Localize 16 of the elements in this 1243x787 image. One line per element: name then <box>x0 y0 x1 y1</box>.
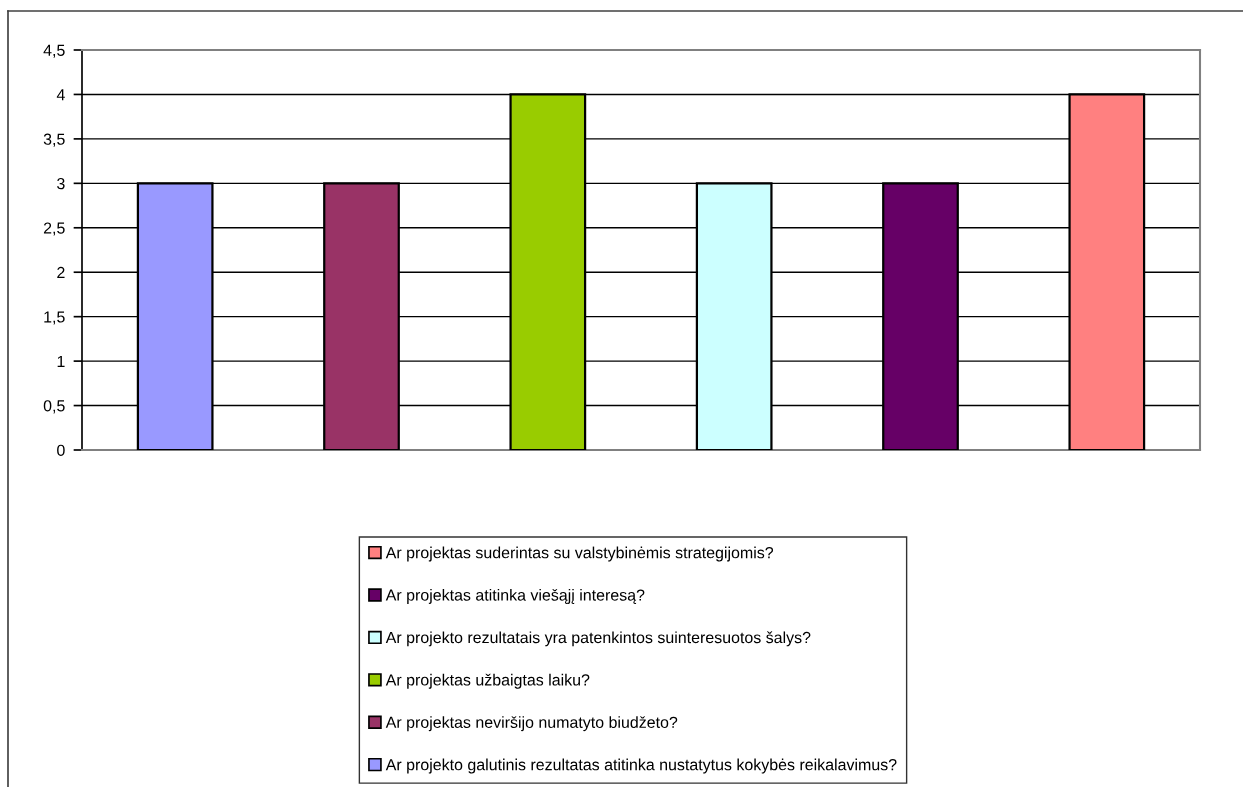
y-tick-label: 0 <box>57 444 65 456</box>
y-tick-label: 3,5 <box>43 133 65 147</box>
legend-label: Ar projekto rezultatais yra patenkintos suinteresuotos šalys? <box>385 631 811 647</box>
y-tick-label: 1 <box>57 355 65 367</box>
legend-label: Ar projekto galutinis rezultatas atitinka nustatytus kokybės reikalavimus? <box>385 758 897 774</box>
y-tick-label: 2 <box>57 266 65 279</box>
y-tick-label: 4,5 <box>43 44 65 58</box>
y-tick-label: 4 <box>56 89 65 101</box>
y-tick-label: 1,5 <box>44 311 65 325</box>
legend-label: Ar projektas atitinka viešąjį interesą? <box>385 588 645 604</box>
y-tick-label: 0,5 <box>43 400 65 414</box>
legend-label: Ar projektas užbaigtas laiku? <box>385 673 590 689</box>
legend-label: Ar projektas suderintas su valstybinėmis strategijomis? <box>385 546 774 562</box>
legend-label: Ar projektas neviršijo numatyto biudžeto? <box>385 716 678 732</box>
y-tick-label: 2,5 <box>43 222 65 236</box>
y-tick-label: 3 <box>57 177 65 190</box>
